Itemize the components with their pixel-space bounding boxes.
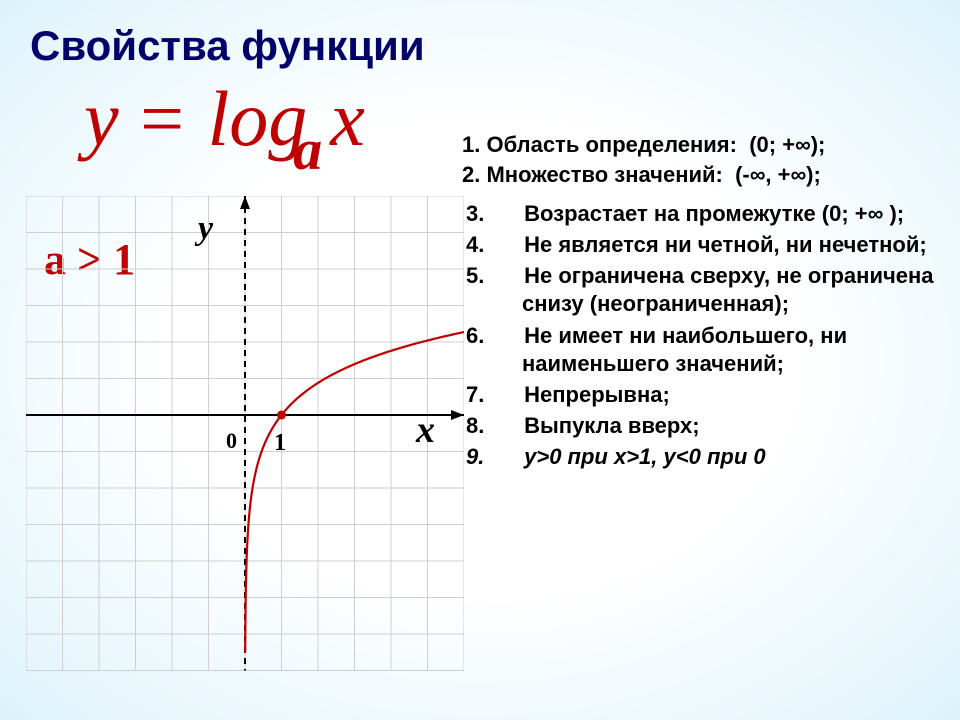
- origin-label: 0: [226, 428, 237, 454]
- formula: y = logax: [84, 74, 365, 164]
- formula-y: y: [84, 75, 119, 162]
- top-properties: 1. Область определения: (0; +∞);2. Множе…: [462, 130, 825, 189]
- x-axis-label: x: [416, 408, 435, 452]
- prop-item: 4. Не является ни четной, ни нечетной;: [494, 231, 940, 259]
- top-prop-row: 2. Множество значений: (-∞, +∞);: [462, 160, 825, 190]
- prop-item: 7. Непрерывна;: [494, 381, 940, 409]
- prop-item: 6. Не имеет ни наибольшего, ни наименьше…: [494, 322, 940, 378]
- page-title: Свойства функции: [30, 22, 425, 70]
- top-prop-row: 1. Область определения: (0; +∞);: [462, 130, 825, 160]
- chart-svg: [26, 196, 464, 674]
- tick1-label: 1: [274, 430, 286, 457]
- formula-x: x: [330, 75, 365, 162]
- formula-eq: =: [138, 75, 188, 162]
- prop-item: 3. Возрастает на промежутке (0; +∞ );: [494, 200, 940, 228]
- chart-area: y x 0 1: [26, 196, 464, 674]
- formula-sub: a: [293, 117, 322, 182]
- prop-item: 9. y>0 при x>1, y<0 при 0: [494, 443, 940, 471]
- y-axis-label: y: [198, 210, 213, 248]
- properties-list: 3. Возрастает на промежутке (0; +∞ ); 4. …: [494, 200, 940, 474]
- prop-item: 8. Выпукла вверх;: [494, 412, 940, 440]
- prop-item: 5. Не ограничена сверху, не ограничена с…: [494, 262, 940, 318]
